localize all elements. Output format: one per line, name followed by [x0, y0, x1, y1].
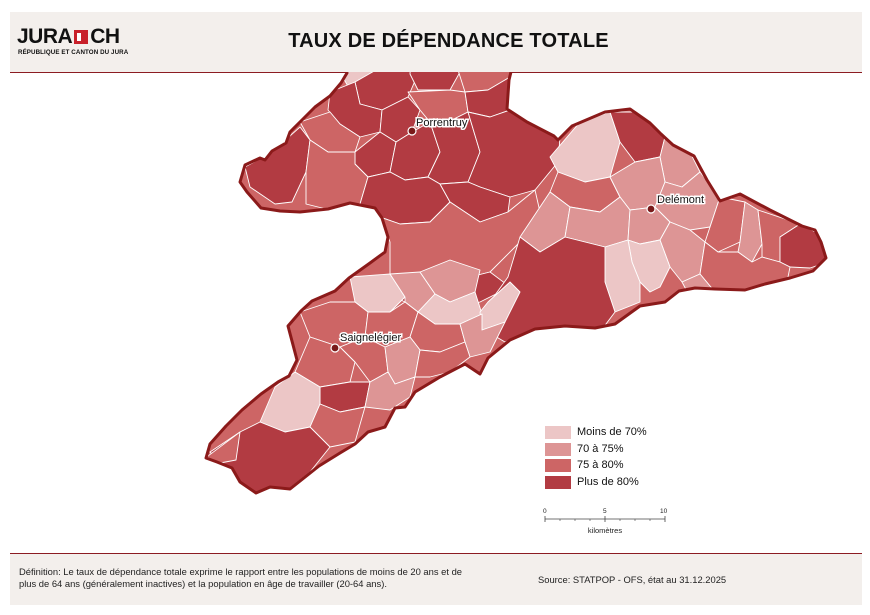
- logo-subtitle: RÉPUBLIQUE ET CANTON DU JURA: [18, 49, 129, 56]
- commune-region: [364, 371, 416, 411]
- city-dot-icon: [646, 204, 656, 214]
- city-label-porrentruy: Porrentruy: [416, 117, 468, 129]
- legend-label: Moins de 70%: [577, 426, 647, 438]
- city-label-delemont: Delémont: [657, 194, 704, 206]
- source-text: Source: STATPOP - OFS, état au 31.12.202…: [538, 574, 727, 585]
- legend-label: 75 à 80%: [577, 459, 624, 471]
- scale-bar: 0 5 10 kilomètres: [540, 508, 680, 538]
- city-dot-icon: [407, 126, 417, 136]
- definition-text: Définition: Le taux de dépendance totale…: [19, 566, 463, 589]
- logo-text-right: CH: [90, 25, 120, 48]
- scale-bar-graphic: [544, 516, 666, 522]
- city-dot-icon: [330, 343, 340, 353]
- legend-label: Plus de 80%: [577, 475, 639, 488]
- commune-region: [467, 109, 561, 198]
- header: JURA CH RÉPUBLIQUE ET CANTON DU JURA TAUX…: [10, 12, 862, 73]
- logo-text-left: JURA: [17, 25, 73, 48]
- legend-swatch: [545, 459, 571, 472]
- jura-flag-icon: [74, 30, 89, 44]
- scale-unit-label: kilomètres: [587, 526, 623, 535]
- city-saignelegier[interactable]: Saignelégier: [330, 331, 403, 353]
- city-label-saignelegier: Saignelégier: [340, 332, 401, 344]
- logo-wordmark: JURA CH: [17, 26, 120, 48]
- legend-swatch: [545, 475, 571, 489]
- footer: Définition: Le taux de dépendance totale…: [10, 553, 862, 605]
- city-delemont[interactable]: Delémont: [646, 193, 706, 214]
- jura-logo[interactable]: JURA CH RÉPUBLIQUE ET CANTON DU JURA: [17, 26, 132, 58]
- city-markers: Porrentruy Delémont Saignelégier: [330, 116, 706, 353]
- commune-region: [414, 341, 471, 378]
- scale-tick-label: 10: [660, 508, 668, 515]
- commune-region: [244, 126, 311, 205]
- canton-regions: [204, 72, 828, 495]
- legend-label: 70 à 75%: [577, 442, 624, 455]
- choropleth-map: Porrentruy Delémont Saignelégier: [204, 72, 828, 495]
- canton-border: [204, 72, 828, 495]
- legend-swatch: [545, 442, 571, 456]
- scale-tick-label: 0: [543, 508, 547, 515]
- page-title: TAUX DE DÉPENDANCE TOTALE: [288, 30, 609, 52]
- map-frame: JURA CH RÉPUBLIQUE ET CANTON DU JURA TAUX…: [10, 12, 862, 605]
- commune-region: [549, 111, 621, 183]
- legend-swatch: [545, 426, 571, 439]
- scale-tick-label: 5: [603, 508, 607, 515]
- city-porrentruy[interactable]: Porrentruy: [407, 116, 469, 136]
